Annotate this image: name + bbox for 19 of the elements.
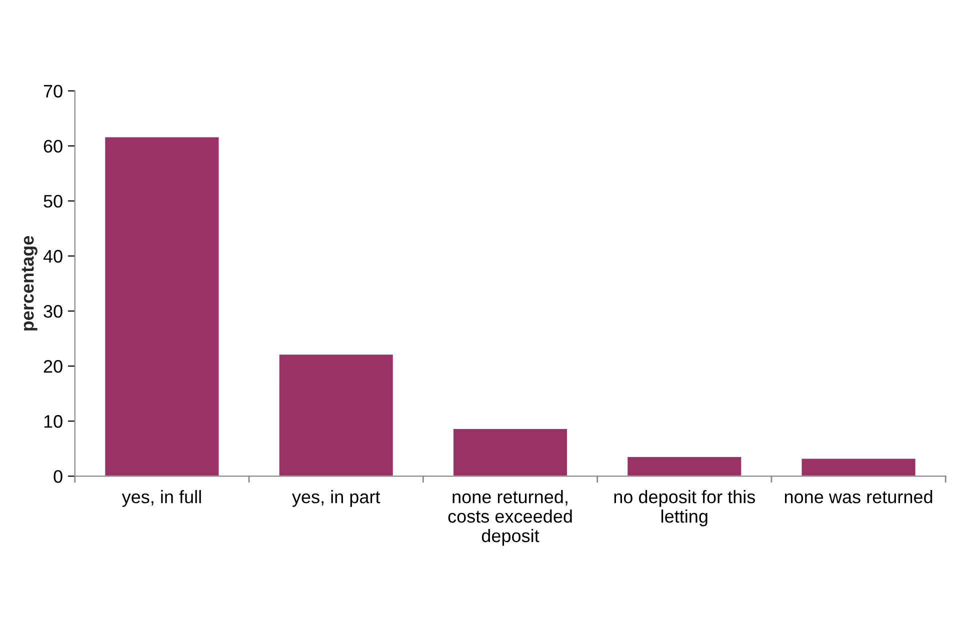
y-tick-label: 0 (54, 470, 62, 483)
x-tick-label: none was returned (784, 490, 932, 504)
y-tick-label: 40 (43, 250, 62, 263)
bar (800, 457, 917, 476)
y-tick-label: 10 (44, 415, 62, 428)
x-tick-label: yes, in part (292, 490, 380, 507)
y-tick-label: 60 (44, 140, 62, 153)
y-axis-title: percentage (22, 236, 38, 330)
bar (626, 456, 743, 476)
bar (278, 353, 394, 476)
y-tick-label: 20 (44, 360, 62, 373)
x-tick-label: no deposit for this letting (614, 490, 755, 526)
x-tick-label: none returned, costs exceeded deposit (448, 490, 572, 546)
y-tick-label: 50 (44, 194, 62, 208)
x-tick-label: yes, in full (122, 490, 201, 507)
bar (104, 136, 220, 476)
bar (452, 428, 568, 476)
y-tick-label: 70 (44, 84, 62, 98)
y-tick-label: 30 (44, 304, 62, 318)
